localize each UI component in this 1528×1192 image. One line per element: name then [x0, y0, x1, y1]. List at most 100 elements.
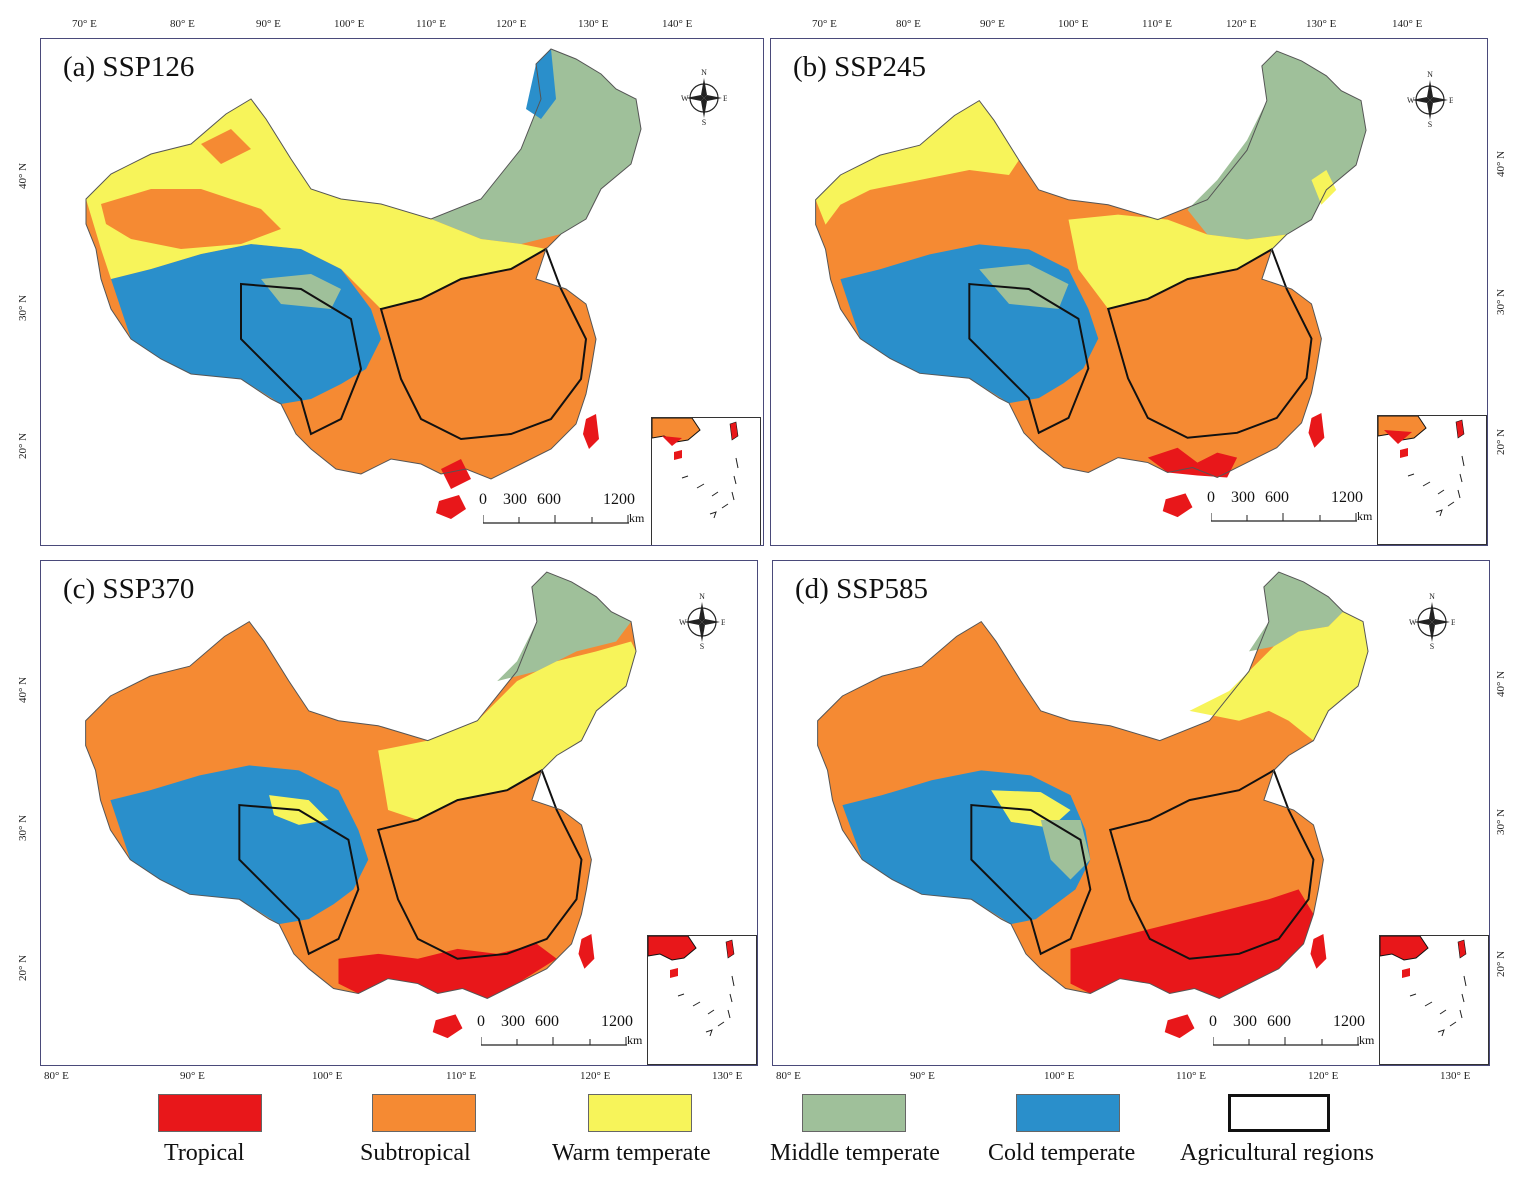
lon-tick: 120° E	[580, 1070, 611, 1082]
compass-rose-icon: N S W E	[681, 68, 727, 125]
panel-title: (a) SSP126	[63, 51, 195, 83]
legend-swatch-tropical	[158, 1094, 262, 1132]
legend-label: Middle temperate	[770, 1140, 940, 1166]
lon-tick: 130° E	[1440, 1070, 1471, 1082]
south-china-sea-inset	[651, 417, 761, 545]
scale-bar: 0 300 600 1200 km	[1209, 1013, 1379, 1053]
panel-title: (d) SSP585	[795, 573, 928, 605]
lon-tick: 130° E	[1306, 18, 1337, 30]
lon-tick: 130° E	[712, 1070, 743, 1082]
compass-w: W	[679, 618, 687, 627]
lat-tick: 30° N	[1495, 808, 1508, 836]
scale-label: 1200	[601, 1013, 633, 1030]
scale-label: 300	[1231, 489, 1255, 506]
compass-s: S	[1428, 120, 1432, 127]
compass-rose-icon: N S W E	[679, 592, 725, 649]
compass-n: N	[701, 68, 707, 77]
scale-bar: 0 300 600 1200 km	[479, 491, 649, 531]
scale-label: 1200	[1331, 489, 1363, 506]
lon-tick: 100° E	[1044, 1070, 1075, 1082]
lon-tick: 130° E	[578, 18, 609, 30]
scale-ruler	[481, 1037, 627, 1046]
legend-label: Tropical	[164, 1140, 245, 1166]
lon-tick: 140° E	[662, 18, 693, 30]
scale-label: 0	[1207, 489, 1215, 506]
compass-e: E	[721, 618, 725, 627]
lon-tick: 80° E	[896, 18, 921, 30]
legend-swatch-warm-temperate	[588, 1094, 692, 1132]
south-china-sea-inset	[647, 935, 757, 1065]
legend-label: Agricultural regions	[1180, 1140, 1374, 1166]
scale-label: 300	[503, 491, 527, 508]
compass-e: E	[1451, 618, 1455, 627]
legend-swatch-middle-temperate	[802, 1094, 906, 1132]
legend-swatch-agricultural-regions	[1228, 1094, 1330, 1132]
compass-w: W	[1409, 618, 1417, 627]
lon-tick: 90° E	[910, 1070, 935, 1082]
scale-label: 600	[1265, 489, 1289, 506]
compass-s: S	[702, 118, 706, 125]
scale-ruler	[1213, 1037, 1359, 1046]
scale-unit: km	[627, 1033, 643, 1047]
compass-w: W	[681, 94, 689, 103]
lon-tick: 120° E	[1308, 1070, 1339, 1082]
legend-swatch-cold-temperate	[1016, 1094, 1120, 1132]
compass-e: E	[723, 94, 727, 103]
lon-tick: 100° E	[334, 18, 365, 30]
lat-tick: 20° N	[1495, 428, 1508, 456]
panel-title: (b) SSP245	[793, 51, 926, 83]
scale-label: 600	[1267, 1013, 1291, 1030]
compass-rose-icon: N S W E	[1407, 70, 1453, 127]
lon-tick: 100° E	[1058, 18, 1089, 30]
scale-bar: 0 300 600 1200 km	[477, 1013, 647, 1053]
map-panel-ssp126: (a) SSP126 N S W E 0 300 600 1200 km	[40, 38, 764, 546]
lon-tick: 120° E	[496, 18, 527, 30]
scale-label: 600	[537, 491, 561, 508]
lat-tick: 40° N	[17, 676, 30, 704]
climate-zone-map	[85, 48, 642, 519]
map-panel-ssp585: (d) SSP585 N S W E 0 300 600 1200 km	[772, 560, 1490, 1066]
lat-tick: 30° N	[17, 294, 30, 322]
legend-swatch-subtropical	[372, 1094, 476, 1132]
scale-ruler	[483, 515, 629, 524]
panel-title: (c) SSP370	[63, 573, 195, 605]
scale-label: 1200	[603, 491, 635, 508]
compass-rose-icon: N S W E	[1409, 592, 1455, 649]
compass-n: N	[699, 592, 705, 601]
lon-tick: 70° E	[812, 18, 837, 30]
compass-n: N	[1427, 70, 1433, 79]
lat-tick: 30° N	[17, 814, 30, 842]
lat-tick: 20° N	[1495, 950, 1508, 978]
scale-label: 0	[479, 491, 487, 508]
compass-w: W	[1407, 96, 1415, 105]
scale-label: 300	[501, 1013, 525, 1030]
scale-unit: km	[1359, 1033, 1375, 1047]
compass-s: S	[1430, 642, 1434, 649]
scale-label: 600	[535, 1013, 559, 1030]
scale-unit: km	[629, 511, 645, 525]
map-panel-ssp245: (b) SSP245 N S W E 0 300 600 1200 km	[770, 38, 1488, 546]
legend-label: Cold temperate	[988, 1140, 1136, 1166]
scale-bar: 0 300 600 1200 km	[1207, 489, 1377, 529]
climate-zone-map	[815, 50, 1367, 518]
lon-tick: 80° E	[776, 1070, 801, 1082]
lat-tick: 30° N	[1495, 288, 1508, 316]
compass-n: N	[1429, 592, 1435, 601]
lat-tick: 40° N	[1495, 670, 1508, 698]
compass-s: S	[700, 642, 704, 649]
scale-label: 0	[477, 1013, 485, 1030]
map-panel-ssp370: (c) SSP370 N S W E 0 300 600 1200 km	[40, 560, 758, 1066]
lat-tick: 20° N	[17, 954, 30, 982]
climate-zone-map	[85, 571, 637, 1039]
lat-tick: 20° N	[17, 432, 30, 460]
lon-tick: 100° E	[312, 1070, 343, 1082]
legend-label: Warm temperate	[552, 1140, 711, 1166]
lat-tick: 40° N	[1495, 150, 1508, 178]
lon-tick: 70° E	[72, 18, 97, 30]
lon-tick: 110° E	[1142, 18, 1172, 30]
lon-tick: 90° E	[980, 18, 1005, 30]
south-china-sea-inset	[1377, 415, 1487, 545]
scale-ruler	[1211, 513, 1357, 522]
scale-unit: km	[1357, 509, 1373, 523]
lon-tick: 110° E	[446, 1070, 476, 1082]
